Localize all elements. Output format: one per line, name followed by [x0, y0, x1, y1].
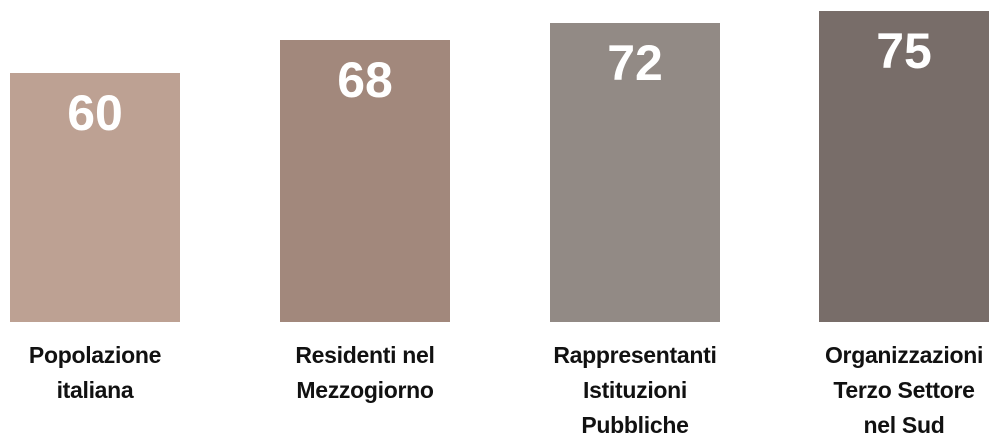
value-label: 68: [337, 52, 393, 109]
category-label: Popolazione italiana: [28, 342, 162, 403]
category-label: Residenti nel Mezzogiorno: [295, 342, 435, 403]
value-label: 75: [876, 23, 932, 79]
value-label: 60: [67, 85, 123, 142]
bar: 75: [819, 11, 989, 322]
category-label: Rappresentanti Istituzioni Pubbliche: [553, 342, 717, 438]
bar: 68: [280, 40, 450, 322]
category-label: Organizzazioni Terzo Settore nel Sud: [824, 342, 984, 438]
bar: 60: [10, 73, 180, 322]
bar: 72: [550, 23, 720, 322]
value-label: 72: [607, 35, 663, 92]
